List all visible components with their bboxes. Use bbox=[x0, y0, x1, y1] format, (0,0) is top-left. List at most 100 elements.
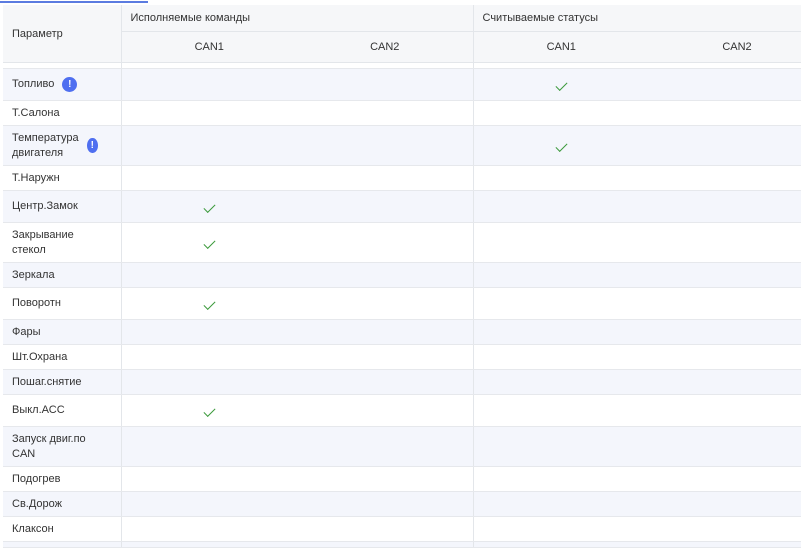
row-label: Топливо bbox=[12, 78, 55, 90]
check-icon bbox=[555, 78, 568, 91]
status-cell bbox=[473, 319, 649, 345]
status-cell bbox=[649, 319, 801, 345]
column-header-can2-statuses: CAN2 bbox=[649, 31, 801, 63]
status-cell bbox=[121, 344, 297, 370]
status-cell bbox=[473, 190, 649, 223]
status-cell bbox=[121, 165, 297, 191]
status-cell bbox=[649, 369, 801, 395]
check-icon bbox=[203, 236, 216, 249]
row-label-cell: Закрывание стекол bbox=[3, 222, 122, 263]
status-cell bbox=[649, 190, 801, 223]
row-label: Зеркала bbox=[12, 268, 55, 281]
row-label: Закрывание стекол bbox=[12, 228, 74, 256]
status-cell bbox=[121, 100, 297, 126]
status-cell bbox=[297, 344, 474, 370]
row-label-cell: Выкл.АСС bbox=[3, 394, 122, 427]
status-cell bbox=[649, 125, 801, 166]
status-cell bbox=[473, 369, 649, 395]
table-row: Поворотн bbox=[3, 287, 801, 320]
status-cell bbox=[649, 394, 801, 427]
status-cell bbox=[121, 222, 297, 263]
column-header-param: Параметр bbox=[3, 5, 122, 63]
status-cell bbox=[473, 68, 649, 101]
status-cell bbox=[473, 516, 649, 542]
row-label: Подогрев bbox=[12, 472, 61, 485]
status-cell bbox=[473, 466, 649, 492]
status-cell bbox=[121, 394, 297, 427]
status-cell bbox=[649, 222, 801, 263]
row-label: Запуск двиг.по CAN bbox=[12, 432, 86, 460]
status-cell bbox=[649, 262, 801, 288]
row-label: Клаксон bbox=[12, 522, 54, 535]
row-label: Св.Дорож bbox=[12, 497, 63, 510]
row-label-cell: Пошаг.снятие bbox=[3, 369, 122, 395]
row-label-cell: Подогрев bbox=[3, 466, 122, 492]
status-cell bbox=[121, 516, 297, 542]
table-row: Температура двигателя! bbox=[3, 125, 801, 166]
info-icon[interactable]: ! bbox=[62, 77, 78, 92]
group-header-statuses: Считываемые статусы bbox=[473, 5, 801, 32]
status-cell bbox=[649, 491, 801, 517]
table-row: Запуск двиг.по CAN bbox=[3, 426, 801, 467]
table-row: Топливо! bbox=[3, 68, 801, 101]
check-icon bbox=[203, 200, 216, 213]
status-cell bbox=[473, 344, 649, 370]
status-cell bbox=[473, 394, 649, 427]
status-cell bbox=[297, 491, 474, 517]
row-label-cell: Клаксон bbox=[3, 516, 122, 542]
status-cell bbox=[649, 466, 801, 492]
status-cell bbox=[473, 222, 649, 263]
table-row-partial bbox=[3, 62, 801, 69]
row-label-cell: Зеркала bbox=[3, 262, 122, 288]
table-row: Клаксон bbox=[3, 516, 801, 542]
status-cell bbox=[297, 426, 474, 467]
row-label-cell: Св.Дорож bbox=[3, 491, 122, 517]
row-label-cell: Температура двигателя! bbox=[3, 125, 122, 166]
status-cell bbox=[649, 100, 801, 126]
status-cell bbox=[121, 466, 297, 492]
status-cell bbox=[473, 125, 649, 166]
status-cell bbox=[649, 344, 801, 370]
status-cell bbox=[649, 68, 801, 101]
can-support-table: Параметр Исполняемые команды Считываемые… bbox=[3, 5, 801, 548]
row-label-cell: Центр.Замок bbox=[3, 190, 122, 223]
status-cell bbox=[473, 165, 649, 191]
table-row: Св.Дорож bbox=[3, 491, 801, 517]
row-label: Пошаг.снятие bbox=[12, 375, 82, 388]
status-cell bbox=[297, 125, 474, 166]
status-cell bbox=[649, 426, 801, 467]
status-cell bbox=[121, 491, 297, 517]
table-row: Зеркала bbox=[3, 262, 801, 288]
status-cell bbox=[297, 319, 474, 345]
column-header-can2-commands: CAN2 bbox=[297, 31, 474, 63]
table-row: Центр.Замок bbox=[3, 190, 801, 223]
info-icon[interactable]: ! bbox=[87, 138, 98, 153]
table-row: Т.Салона bbox=[3, 100, 801, 126]
row-label: Шт.Охрана bbox=[12, 350, 68, 363]
status-cell bbox=[297, 287, 474, 320]
row-label-cell: Т.Салона bbox=[3, 100, 122, 126]
status-cell bbox=[121, 287, 297, 320]
status-cell bbox=[297, 369, 474, 395]
status-cell bbox=[297, 466, 474, 492]
status-cell bbox=[649, 287, 801, 320]
status-cell bbox=[297, 100, 474, 126]
status-cell bbox=[473, 426, 649, 467]
status-cell bbox=[473, 287, 649, 320]
column-header-can1-commands: CAN1 bbox=[121, 31, 297, 63]
status-cell bbox=[121, 68, 297, 101]
status-cell bbox=[473, 100, 649, 126]
status-cell bbox=[649, 165, 801, 191]
status-cell bbox=[297, 516, 474, 542]
table-row-partial bbox=[3, 541, 801, 548]
row-label-cell: Шт.Охрана bbox=[3, 344, 122, 370]
table-row: Подогрев bbox=[3, 466, 801, 492]
row-label: Центр.Замок bbox=[12, 200, 78, 212]
row-label: Температура двигателя bbox=[12, 131, 79, 159]
status-cell bbox=[297, 68, 474, 101]
table-row: Пошаг.снятие bbox=[3, 369, 801, 395]
table-row: Т.Наружн bbox=[3, 165, 801, 191]
status-cell bbox=[121, 369, 297, 395]
active-tab-indicator bbox=[0, 1, 148, 3]
row-label-cell: Запуск двиг.по CAN bbox=[3, 426, 122, 467]
